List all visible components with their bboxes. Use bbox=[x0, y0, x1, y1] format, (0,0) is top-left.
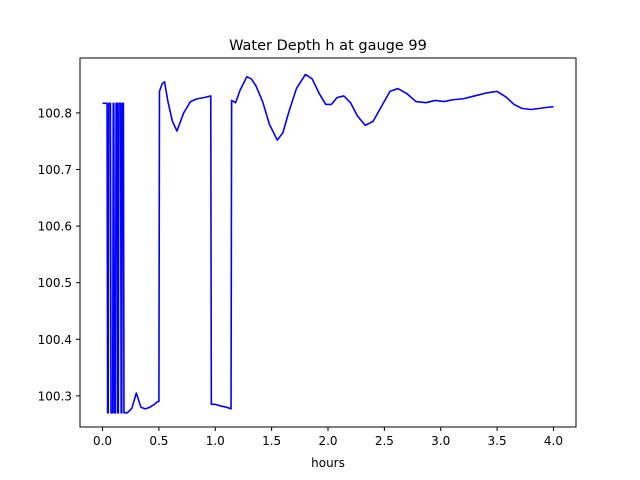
series-line-0 bbox=[102, 73, 554, 414]
y-tick-label: 100.6 bbox=[38, 220, 72, 234]
x-axis-ticks: 0.0 0.5 1.0 1.5 2.0 2.5 3.0 3.5 4.0 bbox=[93, 427, 563, 448]
y-tick-label: 100.7 bbox=[38, 163, 72, 177]
plot-area bbox=[80, 58, 576, 427]
y-tick-label: 100.3 bbox=[38, 389, 72, 403]
chart-title: Water Depth h at gauge 99 bbox=[229, 38, 427, 54]
x-tick-label: 0.5 bbox=[149, 434, 168, 448]
x-tick-label: 3.0 bbox=[431, 434, 450, 448]
y-tick-label: 100.8 bbox=[38, 106, 72, 120]
y-axis-ticks: 100.3 100.4 100.5 100.6 100.7 100.8 bbox=[38, 106, 80, 403]
y-tick-label: 100.4 bbox=[38, 333, 72, 347]
x-axis-label: hours bbox=[311, 456, 345, 470]
x-tick-label: 3.5 bbox=[488, 434, 507, 448]
x-tick-label: 2.0 bbox=[318, 434, 337, 448]
y-tick-label: 100.5 bbox=[38, 276, 72, 290]
x-tick-label: 2.5 bbox=[375, 434, 394, 448]
x-tick-label: 1.5 bbox=[262, 434, 281, 448]
series-layer bbox=[102, 73, 554, 414]
x-tick-label: 4.0 bbox=[544, 434, 563, 448]
x-tick-label: 1.0 bbox=[206, 434, 225, 448]
x-tick-label: 0.0 bbox=[93, 434, 112, 448]
